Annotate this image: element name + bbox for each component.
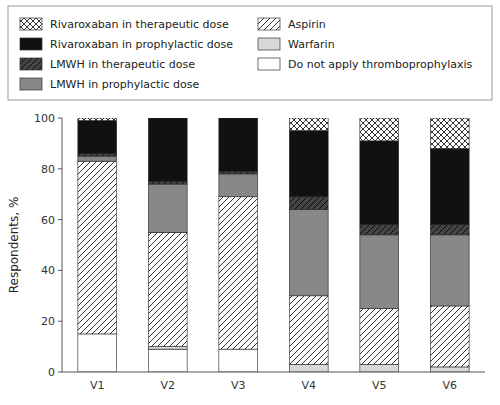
legend-swatch: [20, 58, 42, 70]
legend-swatch: [258, 18, 280, 30]
bar-segment: [219, 118, 258, 171]
y-axis: 0 20 40 60 80 100: [34, 112, 62, 379]
legend-item: Rivaroxaban in therapeutic dose: [20, 18, 229, 31]
y-tick-label: 0: [48, 366, 55, 379]
bar-segment: [360, 309, 399, 365]
legend-label: LMWH in therapeutic dose: [50, 58, 195, 71]
legend-label: Warfarin: [288, 38, 335, 51]
bar-segment: [430, 367, 469, 372]
bar-segment: [360, 364, 399, 372]
bar-segment: [78, 121, 117, 154]
bar-segment: [148, 347, 187, 350]
bar-segment: [78, 156, 117, 161]
y-tick-label: 20: [41, 315, 55, 328]
legend-frame: [8, 6, 492, 100]
legend-item: LMWH in therapeutic dose: [20, 58, 195, 71]
legend-label: Aspirin: [288, 18, 326, 31]
bar-segment: [289, 209, 328, 295]
bar-segment: [430, 148, 469, 224]
bar-segment: [219, 171, 258, 174]
y-tick: [58, 168, 62, 169]
bar-segment: [360, 141, 399, 225]
bar-segment: [289, 197, 328, 210]
legend-swatch: [20, 18, 42, 30]
bar-segment: [289, 131, 328, 197]
legend-label: LMWH in prophylactic dose: [50, 78, 199, 91]
x-tick-label: V5: [372, 379, 387, 392]
bar-segment: [289, 364, 328, 372]
chart: Rivaroxaban in therapeutic dose Rivaroxab…: [0, 0, 500, 405]
x-tick-label: V2: [160, 379, 175, 392]
bar-segment: [219, 174, 258, 197]
y-axis-line: [62, 118, 63, 372]
bar-segment: [148, 118, 187, 182]
bar-segment: [219, 349, 258, 372]
bar-segment: [289, 296, 328, 365]
x-tick-label: V1: [90, 379, 105, 392]
legend-swatch: [258, 58, 280, 70]
x-axis-line: [62, 372, 485, 373]
bars: [78, 118, 469, 372]
bar-segment: [360, 118, 399, 141]
bar-segment: [148, 232, 187, 346]
legend-swatch: [258, 38, 280, 50]
bar-segment: [148, 118, 187, 119]
legend: Rivaroxaban in therapeutic dose Rivaroxab…: [8, 6, 492, 100]
legend-item: Aspirin: [258, 18, 326, 31]
legend-label: Do not apply thromboprophylaxis: [288, 58, 473, 71]
y-axis-label: Respondents, %: [7, 197, 21, 294]
bar-segment: [360, 235, 399, 309]
bar-segment: [289, 118, 328, 131]
bar-segment: [430, 235, 469, 306]
bar-segment: [219, 197, 258, 349]
bar-segment: [219, 118, 258, 119]
bar-segment: [78, 154, 117, 157]
bar-segment: [78, 334, 117, 372]
y-tick: [58, 321, 62, 322]
legend-item: Warfarin: [258, 38, 335, 51]
bar-segment: [430, 225, 469, 235]
legend-item: Rivaroxaban in prophylactic dose: [20, 38, 233, 51]
bar-segment: [148, 182, 187, 185]
bar-segment: [360, 225, 399, 235]
bar-segment: [430, 118, 469, 148]
bar-segment: [78, 161, 117, 334]
legend-item: Do not apply thromboprophylaxis: [258, 58, 473, 71]
legend-label: Rivaroxaban in prophylactic dose: [50, 38, 233, 51]
legend-swatch: [20, 78, 42, 90]
legend-swatch: [20, 38, 42, 50]
x-tick-label: V3: [231, 379, 246, 392]
legend-label: Rivaroxaban in therapeutic dose: [50, 18, 229, 31]
bar-segment: [78, 118, 117, 121]
y-tick: [58, 372, 62, 373]
x-tick-label: V4: [301, 379, 316, 392]
bar-segment: [148, 349, 187, 372]
y-tick: [58, 118, 62, 119]
y-tick: [58, 219, 62, 220]
y-tick-label: 60: [41, 214, 55, 227]
x-axis: V1 V2 V3 V4 V5 V6: [62, 372, 485, 392]
y-tick: [58, 270, 62, 271]
legend-item: LMWH in prophylactic dose: [20, 78, 199, 91]
y-tick-label: 100: [34, 112, 55, 125]
bar-segment: [430, 306, 469, 367]
y-tick-label: 40: [41, 264, 55, 277]
x-tick-label: V6: [442, 379, 457, 392]
bar-segment: [148, 184, 187, 232]
y-tick-label: 80: [41, 163, 55, 176]
